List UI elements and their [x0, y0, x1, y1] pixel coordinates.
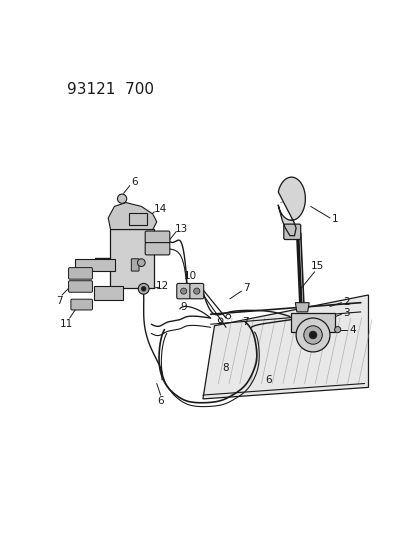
Circle shape	[303, 326, 321, 344]
Circle shape	[137, 259, 145, 266]
FancyBboxPatch shape	[290, 313, 335, 332]
Polygon shape	[202, 295, 368, 399]
Polygon shape	[108, 203, 157, 230]
Text: 3: 3	[342, 308, 349, 318]
Text: 1: 1	[331, 214, 338, 224]
FancyBboxPatch shape	[131, 259, 139, 271]
FancyBboxPatch shape	[94, 286, 123, 300]
FancyBboxPatch shape	[176, 284, 190, 299]
FancyBboxPatch shape	[190, 284, 203, 299]
Text: 6: 6	[131, 177, 138, 187]
FancyBboxPatch shape	[145, 231, 169, 244]
Circle shape	[193, 288, 199, 294]
Text: 14: 14	[154, 204, 167, 214]
Text: 7: 7	[55, 296, 62, 306]
Text: 13: 13	[174, 224, 188, 234]
Text: 9: 9	[180, 302, 187, 311]
FancyBboxPatch shape	[109, 229, 153, 288]
Circle shape	[138, 284, 149, 294]
FancyBboxPatch shape	[69, 268, 92, 279]
Circle shape	[309, 331, 316, 339]
Text: 4: 4	[348, 325, 355, 335]
Circle shape	[117, 194, 126, 203]
FancyBboxPatch shape	[71, 299, 92, 310]
Text: 11: 11	[60, 319, 73, 329]
FancyBboxPatch shape	[75, 259, 115, 271]
Circle shape	[334, 327, 340, 333]
Circle shape	[295, 318, 329, 352]
Text: 6: 6	[264, 375, 271, 385]
FancyBboxPatch shape	[129, 213, 147, 225]
Text: 2: 2	[342, 297, 349, 307]
Circle shape	[141, 287, 146, 291]
FancyBboxPatch shape	[145, 243, 169, 255]
Text: 12: 12	[156, 281, 169, 290]
FancyBboxPatch shape	[69, 281, 92, 292]
Text: 5: 5	[314, 321, 321, 331]
Text: 93121  700: 93121 700	[66, 82, 153, 96]
Text: 10: 10	[184, 271, 197, 281]
Text: 8: 8	[222, 363, 229, 373]
Circle shape	[180, 288, 186, 294]
FancyBboxPatch shape	[283, 224, 300, 239]
Text: 7: 7	[241, 317, 248, 327]
Text: 15: 15	[310, 262, 323, 271]
Polygon shape	[294, 303, 309, 312]
Polygon shape	[278, 177, 305, 236]
Text: 11: 11	[151, 247, 164, 257]
Text: 7: 7	[243, 283, 249, 293]
Text: 6: 6	[157, 396, 164, 406]
